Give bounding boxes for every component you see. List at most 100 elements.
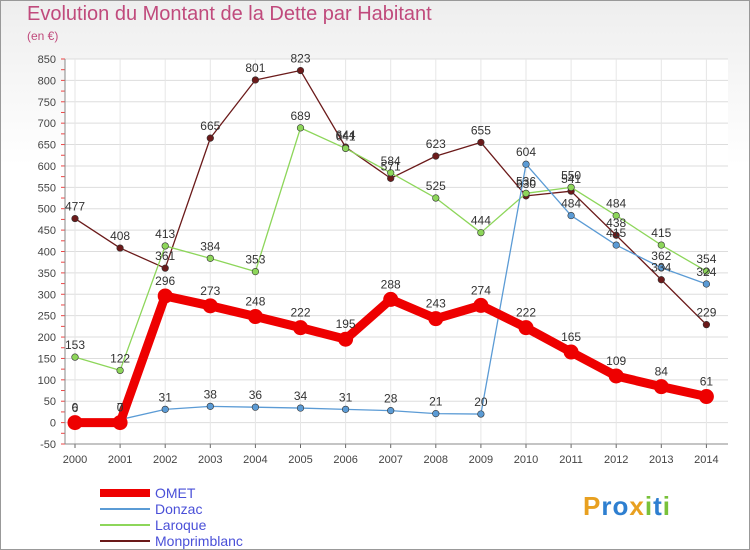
y-tick-label: -50 [40, 439, 56, 451]
data-point-donzac [522, 160, 530, 168]
legend-swatch-donzac [100, 508, 150, 510]
data-point-omet [247, 309, 263, 325]
data-point-laroque [71, 353, 79, 361]
data-point-laroque [161, 242, 169, 250]
logo-letter: o [612, 491, 630, 521]
data-label-laroque: 384 [200, 239, 220, 253]
data-point-monprimblanc [612, 231, 620, 239]
data-point-donzac [657, 264, 665, 272]
chart-title: Evolution du Montant de la Dette par Hab… [27, 3, 432, 25]
data-label-omet: 84 [655, 365, 669, 379]
proxiti-logo: Proxiti [583, 491, 671, 522]
data-point-donzac [296, 404, 305, 412]
y-tick-label: 550 [38, 182, 56, 194]
legend-label-donzac: Donzac [155, 501, 203, 517]
data-label-laroque: 689 [290, 109, 310, 123]
legend-swatch-laroque [100, 524, 150, 526]
x-tick-label: 2000 [63, 454, 87, 466]
data-label-omet: 243 [426, 297, 446, 311]
data-label-monprimblanc: 823 [290, 52, 310, 66]
data-label-omet: 222 [290, 306, 310, 320]
data-point-monprimblanc [161, 264, 169, 272]
data-label-laroque: 584 [381, 154, 401, 168]
y-tick-label: 150 [38, 353, 56, 365]
data-point-monprimblanc [477, 138, 485, 147]
data-label-laroque: 415 [651, 226, 671, 240]
chart-subtitle: (en €) [27, 29, 59, 43]
data-label-monprimblanc: 623 [426, 137, 446, 151]
data-label-monprimblanc: 665 [200, 119, 220, 133]
data-label-donzac: 38 [204, 387, 218, 401]
data-label-layer: 477 408 361 665 801 823 644 571 623 655 530 541 438 3… [65, 52, 717, 415]
data-label-omet: 195 [336, 317, 356, 331]
legend-label-omet: OMET [155, 485, 196, 501]
y-tick-label: 200 [38, 332, 56, 344]
data-point-donzac [567, 211, 575, 220]
data-point-donzac [251, 403, 259, 411]
data-label-omet: 274 [471, 283, 491, 297]
data-point-omet [653, 379, 669, 395]
data-label-laroque: 413 [155, 227, 175, 241]
data-label-laroque: 353 [245, 253, 265, 267]
data-point-omet [563, 344, 579, 360]
data-label-donzac: 28 [384, 392, 398, 406]
series-layer [67, 66, 714, 431]
data-point-monprimblanc [702, 321, 711, 329]
data-label-monprimblanc: 408 [110, 229, 130, 243]
data-point-donzac [702, 280, 711, 288]
data-label-donzac: 415 [606, 226, 626, 240]
x-tick-label: 2005 [288, 454, 312, 466]
x-tick-label: 2014 [694, 454, 718, 466]
x-tick-label: 2003 [198, 454, 222, 466]
logo-letter: i [644, 491, 654, 521]
y-tick-label: 50 [44, 396, 56, 408]
x-tick-label: 2010 [514, 454, 538, 466]
data-label-donzac: 31 [159, 390, 173, 404]
y-tick-label: 300 [38, 289, 56, 301]
data-label-omet: 0 [72, 401, 79, 415]
data-label-omet: 61 [700, 375, 714, 389]
y-tick-label: 650 [38, 140, 56, 152]
data-label-donzac: 362 [651, 249, 671, 263]
data-label-donzac: 20 [474, 395, 488, 409]
data-point-omet [293, 320, 308, 336]
data-label-laroque: 525 [426, 179, 446, 193]
data-point-monprimblanc [296, 66, 305, 75]
data-label-laroque: 641 [336, 129, 356, 143]
data-point-laroque [342, 144, 350, 153]
data-point-laroque [702, 267, 711, 275]
logo-letter: r [601, 491, 613, 521]
data-point-omet [518, 320, 534, 336]
data-label-omet: 248 [245, 295, 265, 309]
data-point-laroque [432, 194, 440, 202]
data-label-donzac: 31 [339, 390, 353, 404]
data-label-monprimblanc: 801 [245, 61, 265, 75]
legend-swatch-omet [100, 489, 150, 497]
y-tick-label: 600 [38, 161, 56, 173]
data-point-monprimblanc [116, 244, 124, 252]
data-point-laroque [251, 268, 259, 276]
data-label-laroque: 536 [516, 174, 536, 188]
y-tick-label: 450 [38, 225, 56, 237]
x-tick-label: 2004 [243, 454, 267, 466]
data-point-donzac [477, 410, 485, 418]
data-point-donzac [387, 407, 395, 415]
data-point-omet [157, 288, 173, 304]
data-point-omet [383, 291, 399, 307]
data-point-laroque [116, 366, 124, 375]
data-label-laroque: 550 [561, 168, 581, 182]
data-label-omet: 109 [606, 354, 626, 368]
x-tick-label: 2008 [424, 454, 448, 466]
data-label-laroque: 354 [696, 252, 716, 266]
x-tick-label: 2001 [108, 454, 132, 466]
data-point-monprimblanc [71, 214, 79, 223]
data-point-monprimblanc [251, 76, 259, 84]
logo-letter: x [629, 491, 645, 521]
y-tick-label: 500 [38, 204, 56, 216]
logo-letter: P [583, 491, 602, 521]
logo-letter: i [662, 491, 671, 521]
data-label-monprimblanc: 644 [336, 128, 356, 142]
data-label-monprimblanc: 530 [516, 177, 536, 191]
data-point-monprimblanc [432, 152, 440, 160]
data-point-donzac [612, 241, 620, 249]
